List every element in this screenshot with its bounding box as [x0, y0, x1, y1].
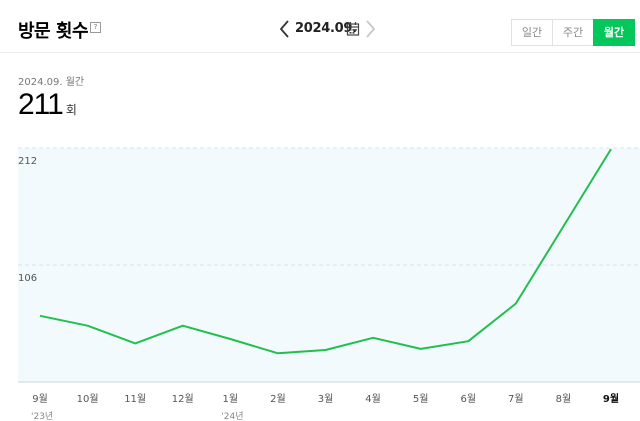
- x-tick-label: 2월: [270, 393, 286, 405]
- series-line: [39, 148, 612, 355]
- x-tick-label: 12월: [172, 393, 194, 405]
- x-tick-label: 4월: [365, 393, 381, 405]
- year-label: '23년: [31, 411, 53, 421]
- x-tick-label: 9월: [32, 393, 48, 405]
- help-icon[interactable]: ?: [90, 22, 101, 33]
- y-tick-label: 212: [18, 156, 37, 167]
- year-label: '24년: [221, 411, 243, 421]
- summary-value: 211: [18, 88, 64, 121]
- current-date-label: 2024.09.: [295, 21, 357, 36]
- x-tick-label: 6월: [460, 393, 476, 405]
- summary-period: 2024.09. 월간: [18, 77, 85, 88]
- tab-daily[interactable]: 일간: [511, 19, 553, 46]
- x-tick-label: 1월: [223, 393, 239, 405]
- x-tick-label: 10월: [77, 393, 99, 405]
- x-tick-label: 9월: [603, 393, 619, 405]
- x-tick-label: 5월: [413, 393, 429, 405]
- summary-unit: 회: [65, 103, 77, 117]
- x-tick-label: 7월: [508, 393, 524, 405]
- x-tick-label: 11월: [124, 393, 146, 405]
- y-tick-label: 106: [18, 273, 37, 284]
- page-title: 방문 횟수: [18, 21, 89, 42]
- visit-line-chart: 106 212 9월 10월 11월 12월 1월 2월 3월 4월 5월 6월 7월 8월 9월 '23년 '…: [18, 147, 640, 421]
- header: 방문 횟수 ? 2024.09. 일간 주간 월간: [0, 0, 640, 53]
- x-tick-label: 8월: [556, 393, 572, 405]
- calendar-icon[interactable]: [346, 21, 360, 36]
- chevron-right-icon: [366, 20, 376, 38]
- chevron-left-icon[interactable]: [278, 18, 292, 40]
- period-toggle: 일간 주간 월간: [511, 19, 635, 46]
- tab-weekly[interactable]: 주간: [552, 19, 594, 46]
- summary-total: 211 회: [18, 88, 77, 122]
- tab-monthly[interactable]: 월간: [593, 19, 635, 46]
- x-tick-label: 3월: [318, 393, 334, 405]
